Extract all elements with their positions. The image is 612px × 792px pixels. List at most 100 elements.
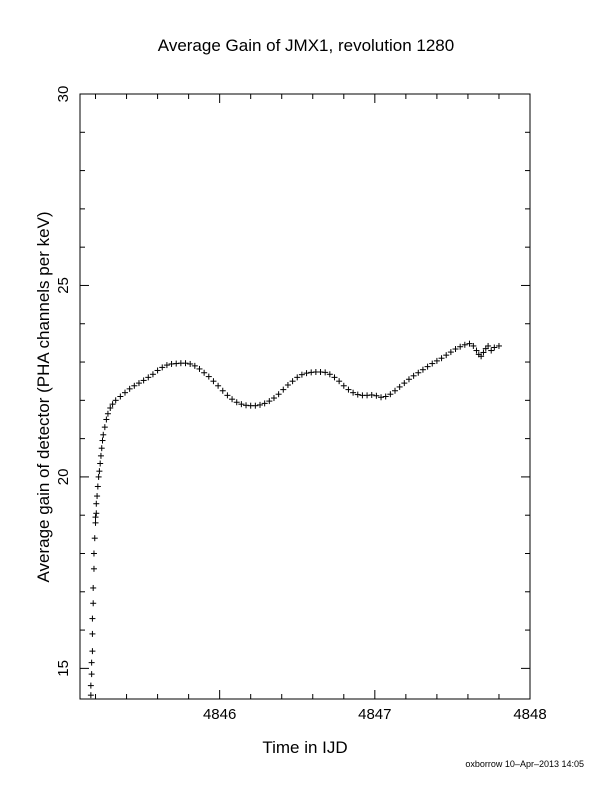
data-point [219,387,226,394]
y-axis-label: Average gain of detector (PHA channels p… [34,211,53,583]
data-point [87,682,94,689]
data-point [196,365,203,372]
data-point [289,378,296,385]
data-point [229,396,236,403]
x-tick-label: 4846 [203,706,236,723]
data-point [433,357,440,364]
data-point [95,473,102,480]
data-point [252,402,259,409]
data-point [140,377,147,384]
data-point [88,671,95,678]
data-point [122,389,128,396]
data-point [94,493,101,500]
data-point [392,387,398,394]
data-point [187,360,194,367]
data-point [466,340,473,347]
chart-title: Average Gain of JMX1, revolution 1280 [157,36,455,55]
data-point [93,510,100,517]
data-point [104,410,111,417]
data-point [401,380,408,387]
data-point [109,401,116,408]
data-point [154,367,161,374]
data-points [87,340,502,699]
data-point [495,342,502,349]
data-point [280,386,287,393]
data-point [424,363,431,370]
data-point [491,344,498,351]
plot-frame [79,93,531,700]
data-point [457,343,464,350]
data-point [90,550,97,557]
data-point [224,392,231,399]
data-point [103,416,110,423]
data-point [96,468,103,475]
data-point [149,371,156,378]
data-point [331,374,338,381]
data-point [452,346,459,353]
data-point [261,400,268,407]
y-tick-label: 25 [55,277,72,294]
data-point [270,395,277,402]
data-point [88,659,95,666]
data-point [461,341,468,348]
y-tick-label: 30 [55,86,72,103]
data-point [163,362,170,369]
data-point [159,364,166,371]
data-point [473,347,480,354]
x-tick-label: 4848 [513,706,546,723]
axis-tick-labels: 4846 4847 4848 15 20 25 30 [55,86,547,723]
data-point [447,349,454,356]
data-point [210,378,217,385]
data-point [89,630,96,637]
data-point [322,369,329,376]
data-point [91,535,98,542]
data-point [94,483,101,490]
data-point [107,404,114,411]
data-point [126,385,133,392]
data-point [419,366,426,373]
data-point [382,393,389,400]
data-point [378,394,385,401]
data-point [340,382,347,389]
data-point [89,615,96,622]
data-point [98,445,105,452]
data-point [284,382,291,389]
data-point [350,389,357,396]
data-point [294,374,301,381]
data-point [429,360,436,367]
data-point [470,342,477,349]
data-point [336,378,343,385]
data-point [92,519,99,526]
data-point [354,391,361,398]
data-point [135,380,142,387]
y-tick-label: 20 [55,469,72,486]
data-point [101,424,108,431]
data-point [92,514,99,521]
data-point [93,500,100,507]
data-point [99,437,106,444]
axis-ticks [80,93,531,699]
data-point [478,353,485,360]
data-point [145,374,152,381]
data-point [275,391,282,398]
data-point [488,347,495,354]
data-point [87,692,94,699]
data-point [191,362,198,369]
data-point [100,431,107,438]
data-point [345,386,352,393]
data-point [131,382,138,389]
data-point [182,360,189,367]
data-point [233,399,240,406]
data-point [410,372,417,379]
data-point [303,370,310,377]
data-point [266,398,273,405]
data-point [90,565,97,572]
data-point [97,460,104,467]
data-point [90,600,97,607]
data-point [438,355,445,362]
data-point [117,393,124,400]
data-point [396,383,403,390]
data-point [201,369,208,376]
x-axis-label: Time in IJD [262,738,348,757]
